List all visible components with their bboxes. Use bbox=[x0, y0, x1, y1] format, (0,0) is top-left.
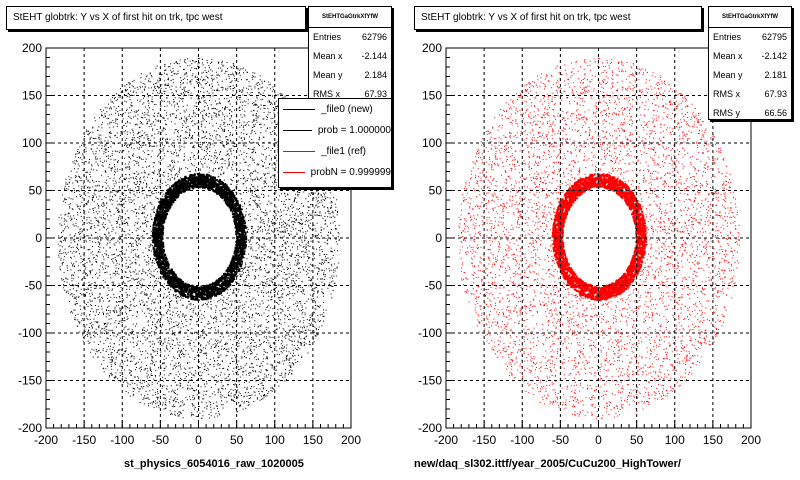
x-tick-label: -50 bbox=[552, 433, 570, 447]
y-tick-label: 200 bbox=[22, 41, 42, 55]
y-tick-label: 100 bbox=[422, 136, 442, 150]
panel1-stats-mean-x: Mean x -2.144 bbox=[313, 51, 387, 61]
x-tick-label: -100 bbox=[110, 433, 134, 447]
legend-entry-probn: probN = 0.999999 bbox=[279, 162, 391, 183]
x-tick-label: 150 bbox=[703, 433, 723, 447]
x-tick-label: 200 bbox=[341, 433, 361, 447]
x-tick-label: 100 bbox=[265, 433, 285, 447]
legend-entry-prob: prob = 1.000000 bbox=[279, 120, 391, 141]
panel1-x-axis-title: st_physics_6054016_raw_1020005 bbox=[124, 458, 304, 470]
panel2-stats-box: StEHTGaGtrkXfYfW Entries 62795 Mean x -2.1… bbox=[708, 6, 792, 120]
panel1-legend: _file0 (new) prob = 1.000000 _file1 (ref… bbox=[278, 98, 392, 188]
y-tick-label: 50 bbox=[429, 184, 443, 198]
y-tick-label: 150 bbox=[422, 89, 442, 103]
y-tick-label: -100 bbox=[18, 326, 42, 340]
panel2-stats-mean-x: Mean x -2.142 bbox=[713, 51, 787, 61]
panel2-plot: -200 -150 -100 -50 0 50 100 150 200 -200 -150 -100 -… bbox=[418, 41, 761, 447]
x-tick-label: 50 bbox=[630, 433, 644, 447]
panel1-stats-rms-x: RMS x 67.93 bbox=[313, 89, 387, 99]
legend-line-red bbox=[283, 172, 305, 173]
x-tick-label: -150 bbox=[72, 433, 96, 447]
legend-entry-file0: _file0 (new) bbox=[279, 99, 391, 120]
panel2-points bbox=[458, 58, 741, 420]
y-tick-label: -50 bbox=[25, 279, 43, 293]
y-tick-label: -200 bbox=[18, 421, 42, 435]
x-tick-label: -50 bbox=[152, 433, 170, 447]
x-tick-label: 50 bbox=[230, 433, 244, 447]
x-tick-label: 200 bbox=[741, 433, 761, 447]
x-tick-label: -200 bbox=[434, 433, 458, 447]
x-tick-label: -150 bbox=[472, 433, 496, 447]
panel2-stats-rms-x: RMS x 67.93 bbox=[713, 89, 787, 99]
panel1-stats-mean-y: Mean y 2.184 bbox=[313, 70, 387, 80]
y-tick-label: -200 bbox=[418, 421, 442, 435]
panel2-x-axis-title: new/daq_sl302.ittf/year_2005/CuCu200_Hig… bbox=[414, 458, 681, 470]
y-tick-label: 50 bbox=[29, 184, 43, 198]
hole-ring-points bbox=[551, 173, 648, 302]
y-tick-label: -150 bbox=[418, 374, 442, 388]
panel2-title-text: StEHT globtrk: Y vs X of first hit on tr… bbox=[421, 12, 631, 23]
panel1-title-text: StEHT globtrk: Y vs X of first hit on tr… bbox=[13, 12, 223, 23]
legend-entry-file1: _file1 (ref) bbox=[279, 141, 391, 162]
panel2-stats-name: StEHTGaGtrkXfYfW bbox=[709, 7, 791, 28]
x-tick-label: 100 bbox=[665, 433, 685, 447]
y-tick-label: 200 bbox=[422, 41, 442, 55]
panel2-stats-mean-y: Mean y 2.181 bbox=[713, 70, 787, 80]
panel1-stats-entries: Entries 62796 bbox=[313, 32, 387, 42]
x-tick-label: -200 bbox=[34, 433, 58, 447]
y-tick-label: -150 bbox=[18, 374, 42, 388]
panel1-stats-box: StEHTGaGtrkXfYfW Entries 62796 Mean x -2.1… bbox=[308, 6, 392, 102]
y-tick-label: 150 bbox=[22, 89, 42, 103]
panel2-stats-entries: Entries 62795 bbox=[713, 32, 787, 42]
hole-ring-points bbox=[151, 173, 248, 302]
y-tick-label: 0 bbox=[435, 231, 442, 245]
x-tick-label: 0 bbox=[195, 433, 202, 447]
y-tick-label: 0 bbox=[35, 231, 42, 245]
panel2-title: StEHT globtrk: Y vs X of first hit on tr… bbox=[414, 6, 702, 30]
y-tick-label: -100 bbox=[418, 326, 442, 340]
legend-line-black bbox=[283, 130, 312, 131]
y-tick-label: -50 bbox=[425, 279, 443, 293]
legend-line-red bbox=[283, 151, 315, 152]
y-tick-label: 100 bbox=[22, 136, 42, 150]
legend-line-black bbox=[283, 109, 315, 110]
panel1-title: StEHT globtrk: Y vs X of first hit on tr… bbox=[6, 6, 306, 30]
scatter-points bbox=[458, 58, 741, 420]
panel1-stats-name: StEHTGaGtrkXfYfW bbox=[309, 7, 391, 28]
x-tick-label: -100 bbox=[510, 433, 534, 447]
x-tick-label: 0 bbox=[595, 433, 602, 447]
panel1-plot: -200 -150 -100 -50 0 50 100 150 200 -200 -150 -100 -… bbox=[18, 41, 361, 447]
panel2-stats-rms-y: RMS y 66.56 bbox=[713, 108, 787, 118]
x-tick-label: 150 bbox=[303, 433, 323, 447]
